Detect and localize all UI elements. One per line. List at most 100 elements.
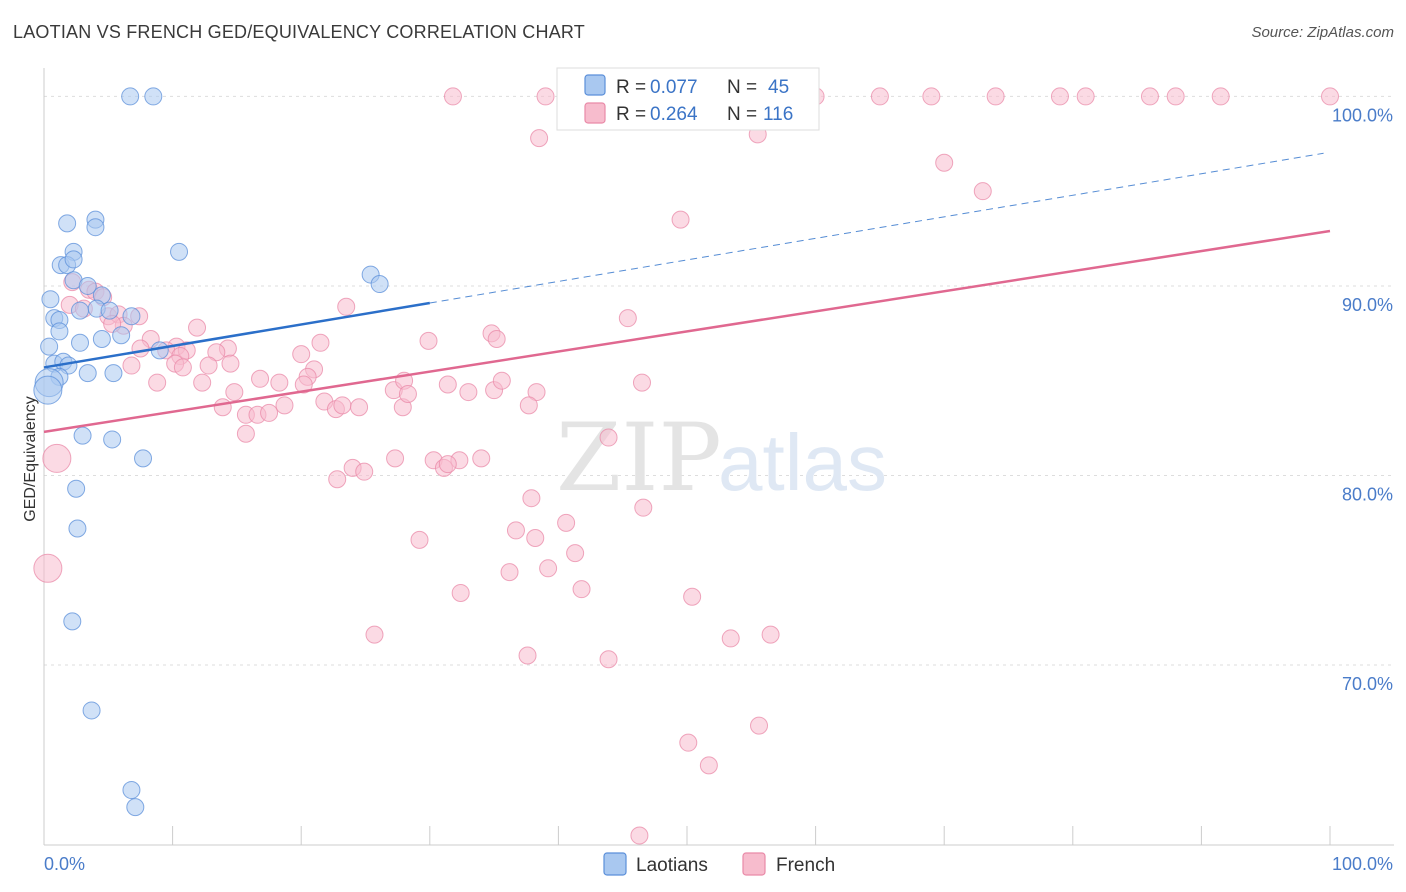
bottom-legend-swatch-french xyxy=(742,852,766,876)
laotians-point-10 xyxy=(41,290,60,309)
french-point-47 xyxy=(148,373,167,392)
french-point-19 xyxy=(935,153,954,172)
french-point-44 xyxy=(199,356,218,375)
chart-title: LAOTIAN VS FRENCH GED/EQUIVALENCY CORREL… xyxy=(13,22,585,42)
french-point-107 xyxy=(761,625,780,644)
y-axis-label: GED/Equivalency xyxy=(22,396,39,521)
legend-r-value-french: 0.264 xyxy=(650,104,698,125)
y-tick-label-1: 90.0% xyxy=(1342,295,1393,315)
french-point-74 xyxy=(260,403,279,422)
laotians-point-0 xyxy=(121,87,140,106)
french-point-101 xyxy=(500,563,519,582)
french-point-13 xyxy=(1140,87,1159,106)
french-point-115 xyxy=(42,443,72,473)
french-point-94 xyxy=(634,498,653,517)
french-point-108 xyxy=(518,646,537,665)
french-point-89 xyxy=(438,455,457,474)
x-tick-label-min: 0.0% xyxy=(44,854,85,874)
laotians-point-36 xyxy=(67,479,86,498)
watermark: ZIP atlas xyxy=(556,404,887,513)
laotians-points xyxy=(33,87,389,817)
bottom-legend-swatch-laotians xyxy=(603,852,627,876)
x-tick-label-max: 100.0% xyxy=(1332,854,1393,874)
french-point-55 xyxy=(294,375,313,394)
laotians-point-2 xyxy=(58,214,77,233)
french-point-106 xyxy=(721,629,740,648)
french-point-95 xyxy=(557,513,576,532)
laotians-point-8 xyxy=(64,250,83,269)
french-point-111 xyxy=(679,733,698,752)
french-point-78 xyxy=(333,396,352,415)
laotians-trend-line xyxy=(43,301,431,369)
french-point-8 xyxy=(870,87,889,106)
laotians-point-1 xyxy=(144,87,163,106)
laotians-point-20 xyxy=(50,322,69,341)
french-point-43 xyxy=(173,358,192,377)
french-point-68 xyxy=(519,396,538,415)
french-point-102 xyxy=(572,580,591,599)
french-point-69 xyxy=(618,309,637,328)
french-points xyxy=(33,87,1339,845)
watermark-zip: ZIP xyxy=(556,404,722,513)
laotians-point-35 xyxy=(134,449,153,468)
french-point-11 xyxy=(1050,87,1069,106)
legend-r-label-laotians: R = xyxy=(616,77,651,98)
x-ticks xyxy=(43,826,1331,845)
laotians-point-24 xyxy=(40,337,59,356)
french-point-112 xyxy=(699,756,718,775)
french-point-16 xyxy=(1321,87,1339,106)
french-point-91 xyxy=(355,462,374,481)
french-point-49 xyxy=(225,383,244,402)
bottom-legend-label-french: French xyxy=(776,855,835,876)
laotians-point-18 xyxy=(100,301,119,320)
legend-swatch-laotians xyxy=(584,74,606,96)
legend-r-value-laotians: 0.077 xyxy=(650,77,698,98)
french-point-98 xyxy=(410,530,429,549)
trend-lines xyxy=(43,152,1331,434)
french-point-88 xyxy=(472,449,491,468)
french-point-37 xyxy=(131,339,150,358)
laotians-point-41 xyxy=(126,798,145,817)
french-point-9 xyxy=(922,87,941,106)
french-point-57 xyxy=(337,297,356,316)
laotians-point-34 xyxy=(103,430,122,449)
french-point-113 xyxy=(630,826,649,845)
french-point-15 xyxy=(1211,87,1230,106)
french-point-45 xyxy=(221,354,240,373)
laotians-point-9 xyxy=(170,242,189,261)
french-trend-line xyxy=(43,229,1331,434)
source-label: Source: ZipAtlas.com xyxy=(1251,24,1394,41)
french-point-110 xyxy=(750,716,769,735)
laotians-point-39 xyxy=(82,701,101,720)
french-point-67 xyxy=(527,383,546,402)
bottom-legend: Laotians French xyxy=(603,852,835,876)
french-point-10 xyxy=(986,87,1005,106)
laotians-point-4 xyxy=(86,218,105,237)
french-point-14 xyxy=(1166,87,1185,106)
laotians-point-21 xyxy=(71,333,90,352)
y-tick-label-0: 100.0% xyxy=(1332,105,1393,125)
french-point-75 xyxy=(275,396,294,415)
laotians-point-37 xyxy=(68,519,87,538)
french-point-46 xyxy=(122,356,141,375)
french-point-99 xyxy=(566,544,585,563)
french-point-12 xyxy=(1076,87,1095,106)
y-tick-labels: 100.0% 90.0% 80.0% 70.0% xyxy=(1332,105,1393,694)
grid-lines xyxy=(44,95,1394,666)
french-point-64 xyxy=(492,371,511,390)
laotians-point-40 xyxy=(122,781,141,800)
french-point-100 xyxy=(539,559,558,578)
bottom-legend-label-laotians: Laotians xyxy=(636,855,708,876)
legend-n-label-french: N = xyxy=(727,104,762,125)
french-point-93 xyxy=(522,489,541,508)
laotians-point-16 xyxy=(71,301,90,320)
legend-r-label-french: R = xyxy=(616,104,651,125)
french-point-83 xyxy=(599,428,618,447)
french-point-60 xyxy=(419,331,438,350)
laotians-point-44 xyxy=(33,375,63,405)
french-point-51 xyxy=(270,373,289,392)
legend-swatch-french xyxy=(584,102,606,124)
y-tick-label-3: 70.0% xyxy=(1342,674,1393,694)
laotians-point-43 xyxy=(370,275,389,294)
